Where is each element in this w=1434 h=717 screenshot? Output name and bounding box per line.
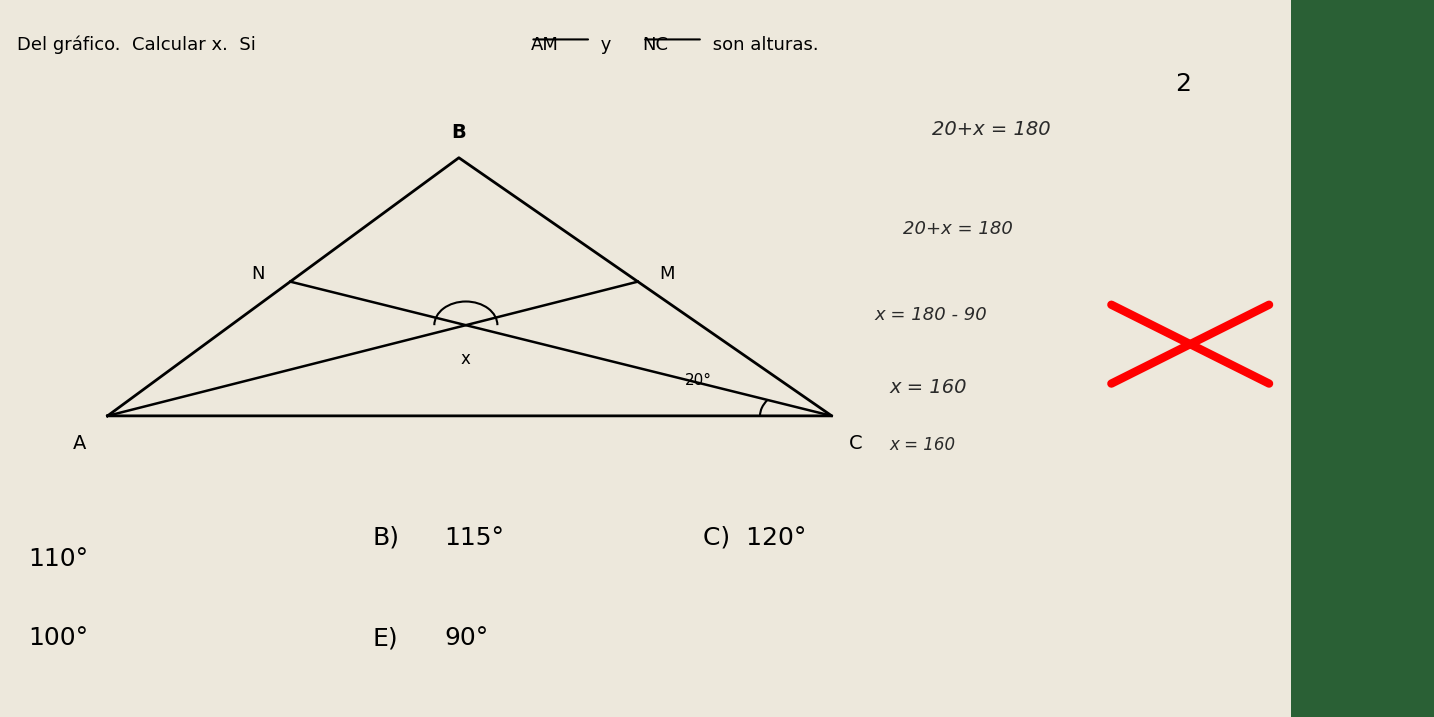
Text: 20°: 20° xyxy=(685,373,713,388)
FancyBboxPatch shape xyxy=(0,0,1291,717)
Text: 100°: 100° xyxy=(29,626,89,650)
Text: B: B xyxy=(452,123,466,142)
Text: y: y xyxy=(595,36,617,54)
Text: 20+x = 180: 20+x = 180 xyxy=(932,120,1051,138)
Text: A: A xyxy=(73,434,86,452)
Text: 90°: 90° xyxy=(445,626,489,650)
Text: Del gráfico.  Calcular x.  Si: Del gráfico. Calcular x. Si xyxy=(17,36,262,54)
Text: C: C xyxy=(849,434,863,452)
Text: M: M xyxy=(660,265,675,283)
Text: B): B) xyxy=(373,526,400,550)
Text: 20+x = 180: 20+x = 180 xyxy=(903,220,1014,239)
Text: 115°: 115° xyxy=(445,526,505,550)
Text: x = 160: x = 160 xyxy=(889,378,967,397)
Text: NC: NC xyxy=(642,36,668,54)
Text: N: N xyxy=(251,265,264,283)
Text: E): E) xyxy=(373,626,399,650)
Text: AM: AM xyxy=(531,36,558,54)
Text: 110°: 110° xyxy=(29,547,89,571)
Text: x: x xyxy=(460,351,470,369)
Text: C)  120°: C) 120° xyxy=(703,526,806,550)
Text: 2: 2 xyxy=(1174,72,1192,95)
Text: son alturas.: son alturas. xyxy=(707,36,819,54)
Text: x = 160: x = 160 xyxy=(889,435,955,454)
Text: x = 180 - 90: x = 180 - 90 xyxy=(875,306,988,325)
